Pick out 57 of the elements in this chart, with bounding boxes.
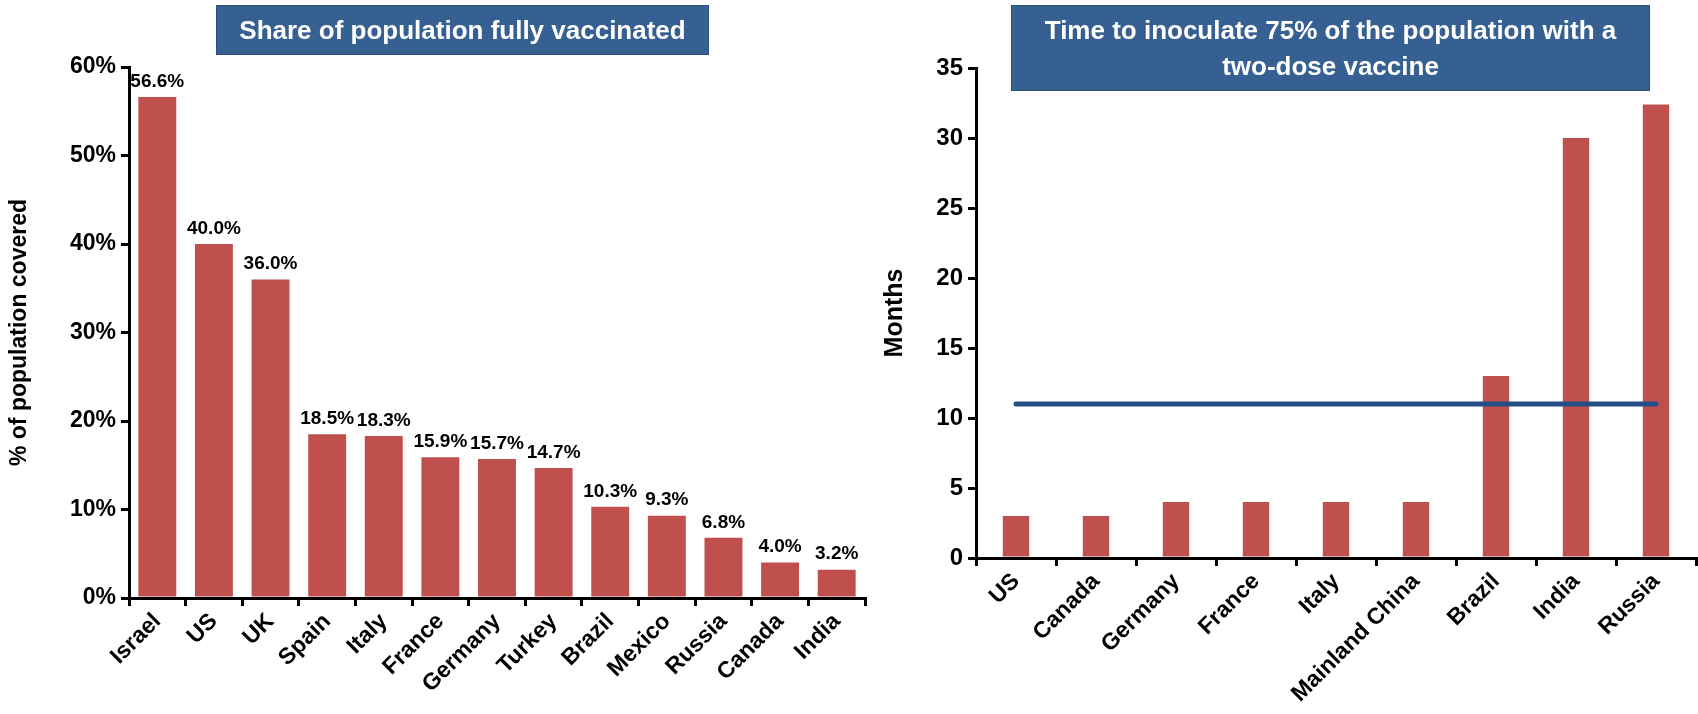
y-tick-label: 15 [936, 332, 963, 360]
data-label: 18.3% [356, 408, 411, 430]
data-label: 36.0% [243, 252, 298, 274]
x-tick-label: UK [236, 607, 279, 650]
bar [1642, 104, 1670, 557]
y-tick-label: 25 [936, 192, 963, 220]
y-tick-label: 35 [936, 52, 963, 80]
bar [364, 436, 403, 597]
bar [761, 562, 800, 597]
y-tick-label: 60% [69, 52, 116, 79]
y-tick-label: 10% [69, 494, 116, 521]
y-tick-label: 20% [69, 406, 116, 433]
y-tick-label: 10 [936, 402, 963, 430]
bar [138, 97, 177, 597]
bar [817, 569, 856, 597]
data-label: 14.7% [526, 440, 581, 462]
bar [1082, 516, 1110, 557]
bar [1242, 502, 1270, 557]
bar [194, 244, 233, 597]
bar [1562, 138, 1590, 557]
bar [1002, 516, 1030, 557]
data-label: 4.0% [758, 535, 802, 557]
y-tick-label: 5 [949, 472, 963, 500]
bar [1162, 502, 1190, 557]
y-axis-title: % of population covered [5, 198, 32, 467]
bar [421, 457, 460, 597]
x-tick-label: US [983, 567, 1025, 609]
y-tick-label: 20 [936, 262, 963, 290]
data-label: 40.0% [186, 216, 241, 238]
data-label: 15.9% [413, 430, 468, 452]
bar [591, 506, 630, 597]
bar [704, 537, 743, 597]
data-label: 9.3% [645, 488, 689, 510]
y-tick-label: 30% [69, 317, 116, 344]
y-tick-label: 0% [82, 583, 116, 610]
bar [1402, 502, 1430, 557]
data-label: 15.7% [470, 431, 525, 453]
data-label: 56.6% [130, 69, 185, 91]
bar [1322, 502, 1350, 557]
chart-title: Time to inoculate 75% of the population with a two-dose vaccine [1011, 5, 1650, 91]
y-tick-label: 0 [949, 542, 963, 570]
bar [251, 279, 290, 597]
bar [478, 459, 516, 597]
y-tick-label: 40% [69, 229, 116, 256]
y-axis-title: Months [878, 268, 907, 358]
y-tick-label: 30 [936, 122, 963, 150]
data-label: 3.2% [815, 542, 859, 564]
data-label: 18.5% [300, 407, 355, 429]
data-label: 10.3% [583, 479, 638, 501]
bar [534, 467, 573, 597]
bar [647, 515, 686, 597]
x-tick-label: US [180, 607, 222, 649]
bar [1482, 376, 1510, 557]
y-tick-label: 50% [69, 140, 116, 167]
chart-title: Share of population fully vaccinated [216, 5, 709, 55]
data-label: 6.8% [701, 510, 746, 532]
bar [308, 434, 347, 597]
